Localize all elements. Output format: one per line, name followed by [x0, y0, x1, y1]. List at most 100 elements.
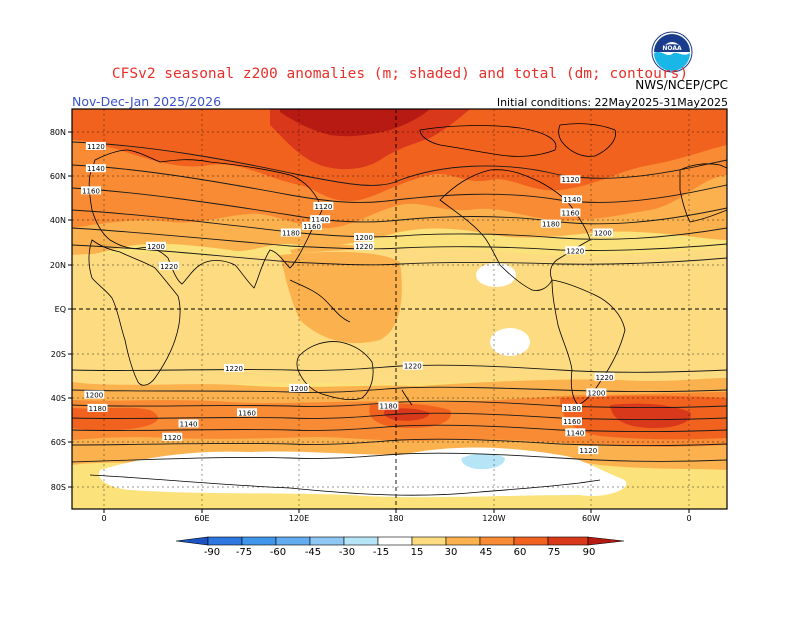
forecast-period: Nov-Dec-Jan 2025/2026	[72, 94, 222, 109]
contour-label-background	[87, 403, 108, 412]
contour-label: 1160	[562, 417, 582, 426]
contour-label-background	[565, 246, 586, 255]
colorbar-bin-15	[411, 536, 447, 546]
figure-title: CFSv2 seasonal z200 anomalies (m; shaded…	[111, 66, 689, 82]
lat-label-60s: 60S	[51, 438, 66, 447]
colorbar-bin-60	[513, 536, 549, 546]
lat-label-20n: 20N	[50, 261, 66, 270]
contour-labels: 1120114011601200122011201140116011801200…	[81, 141, 615, 455]
contour-label: 1200	[586, 388, 607, 397]
lon-label-0-east: 0	[686, 514, 691, 523]
contour-label-background	[586, 388, 607, 397]
contour-label: 1200	[289, 383, 309, 393]
lon-label-120w: 120W	[482, 514, 505, 523]
colorbar-bin--15	[377, 536, 413, 546]
colorbar-bin--60	[275, 536, 311, 546]
contour-label-background	[578, 446, 599, 455]
contour-label: 1180	[540, 219, 561, 229]
lon-label-60e: 60E	[194, 514, 209, 523]
contour-label-background	[81, 186, 101, 195]
contour-label-text: 1140	[87, 165, 105, 173]
contour-label: 1120	[578, 446, 599, 455]
contour-label-background	[85, 141, 106, 150]
colorbar-label-60: 60	[514, 547, 527, 558]
colorbar-bin--45	[309, 536, 345, 546]
coastlines	[88, 123, 727, 496]
contour-label-text: 1140	[563, 196, 581, 204]
colorbar-label--15: -15	[373, 547, 389, 558]
contour-label: 1220	[565, 246, 586, 255]
contour-label: 1220	[159, 261, 179, 271]
contour-label-background	[560, 175, 581, 184]
contour-label-text: 1120	[579, 447, 597, 455]
anomaly-shading-sh-75	[383, 403, 691, 428]
contour-label: 1140	[310, 215, 331, 224]
contour-label: 1140	[85, 164, 106, 173]
contour-label-background	[84, 390, 105, 399]
longitude-ticks	[103, 509, 690, 513]
contour-label: 1180	[87, 403, 108, 413]
noaa-logo-icon: NOAA	[651, 31, 693, 73]
contour-label: 1200	[146, 241, 166, 251]
anomaly-shading-white-spac	[490, 328, 530, 356]
contour-label-text: 1180	[89, 405, 107, 413]
colorbar: -90 -75 -60 -45 -30 -15 15 30 45 60 75 9…	[175, 536, 625, 558]
anomaly-shading-antarctic-white	[99, 447, 627, 498]
contour-label: 1120	[560, 175, 581, 184]
lat-label-60n: 60N	[50, 172, 66, 181]
contour-label-background	[354, 232, 374, 241]
contour-label-text: 1180	[282, 230, 300, 238]
lat-label-eq: EQ	[55, 305, 66, 314]
colorbar-label-15: 15	[411, 547, 424, 558]
lat-label-20s: 20S	[51, 350, 66, 359]
contour-label: 1220	[354, 241, 374, 251]
contour-label: 1220	[594, 372, 615, 382]
anomaly-shading-white-npac	[476, 263, 516, 287]
contour-label: 1180	[562, 403, 582, 413]
contour-label-background	[302, 221, 322, 230]
contour-label-text: 1140	[311, 216, 329, 224]
lat-label-40s: 40S	[51, 394, 66, 403]
contour-label-text: 1180	[563, 405, 581, 413]
colorbar-bin--30	[343, 536, 379, 546]
colorbar-bin--75	[241, 536, 277, 546]
colorbar-label-90: 90	[583, 547, 596, 558]
contour-label-text: 1120	[314, 203, 332, 211]
colorbar-label-45: 45	[480, 547, 493, 558]
colorbar-label-30: 30	[445, 547, 458, 558]
contour-label: 1120	[313, 201, 334, 211]
colorbar-bin-75	[547, 536, 589, 546]
contour-label-background	[562, 417, 582, 426]
latitude-ticks	[68, 131, 72, 488]
contour-label: 1200	[354, 232, 374, 242]
lat-label-80n: 80N	[50, 128, 66, 137]
contour-label-background	[562, 403, 582, 412]
contour-label-background	[540, 219, 561, 228]
anomaly-shading-nh-90	[280, 109, 430, 137]
contour-label-text: 1200	[355, 234, 373, 242]
lon-label-120e: 120E	[289, 514, 309, 523]
contour-label: 1220	[224, 363, 244, 373]
contour-label-background	[402, 361, 423, 370]
contour-label-text: 1200	[594, 230, 612, 238]
contour-label-text: 1160	[561, 210, 579, 218]
contour-label-text: 1140	[180, 420, 198, 428]
latitude-labels: 80N 60N 40N 20N EQ 20S 40S 60S 80S	[50, 128, 66, 492]
contour-label: 1200	[592, 228, 613, 238]
contour-label-text: 1160	[238, 409, 256, 417]
contour-label-text: 1200	[290, 385, 308, 393]
contour-label-text: 1120	[561, 176, 579, 184]
contour-label: 1120	[162, 432, 183, 442]
contour-label-text: 1220	[566, 247, 584, 255]
contour-label: 1160	[560, 208, 581, 218]
contour-label-background	[146, 241, 166, 250]
contour-label-text: 1120	[87, 143, 105, 151]
colorbar-label-75: 75	[548, 547, 561, 558]
contour-label-background	[592, 228, 613, 237]
contour-label-background	[159, 261, 179, 270]
contour-label-text: 1160	[82, 187, 100, 195]
lat-label-80s: 80S	[51, 483, 66, 492]
contour-label-background	[354, 241, 374, 250]
contour-label: 1160	[302, 221, 322, 231]
contour-label-text: 1160	[563, 418, 581, 426]
